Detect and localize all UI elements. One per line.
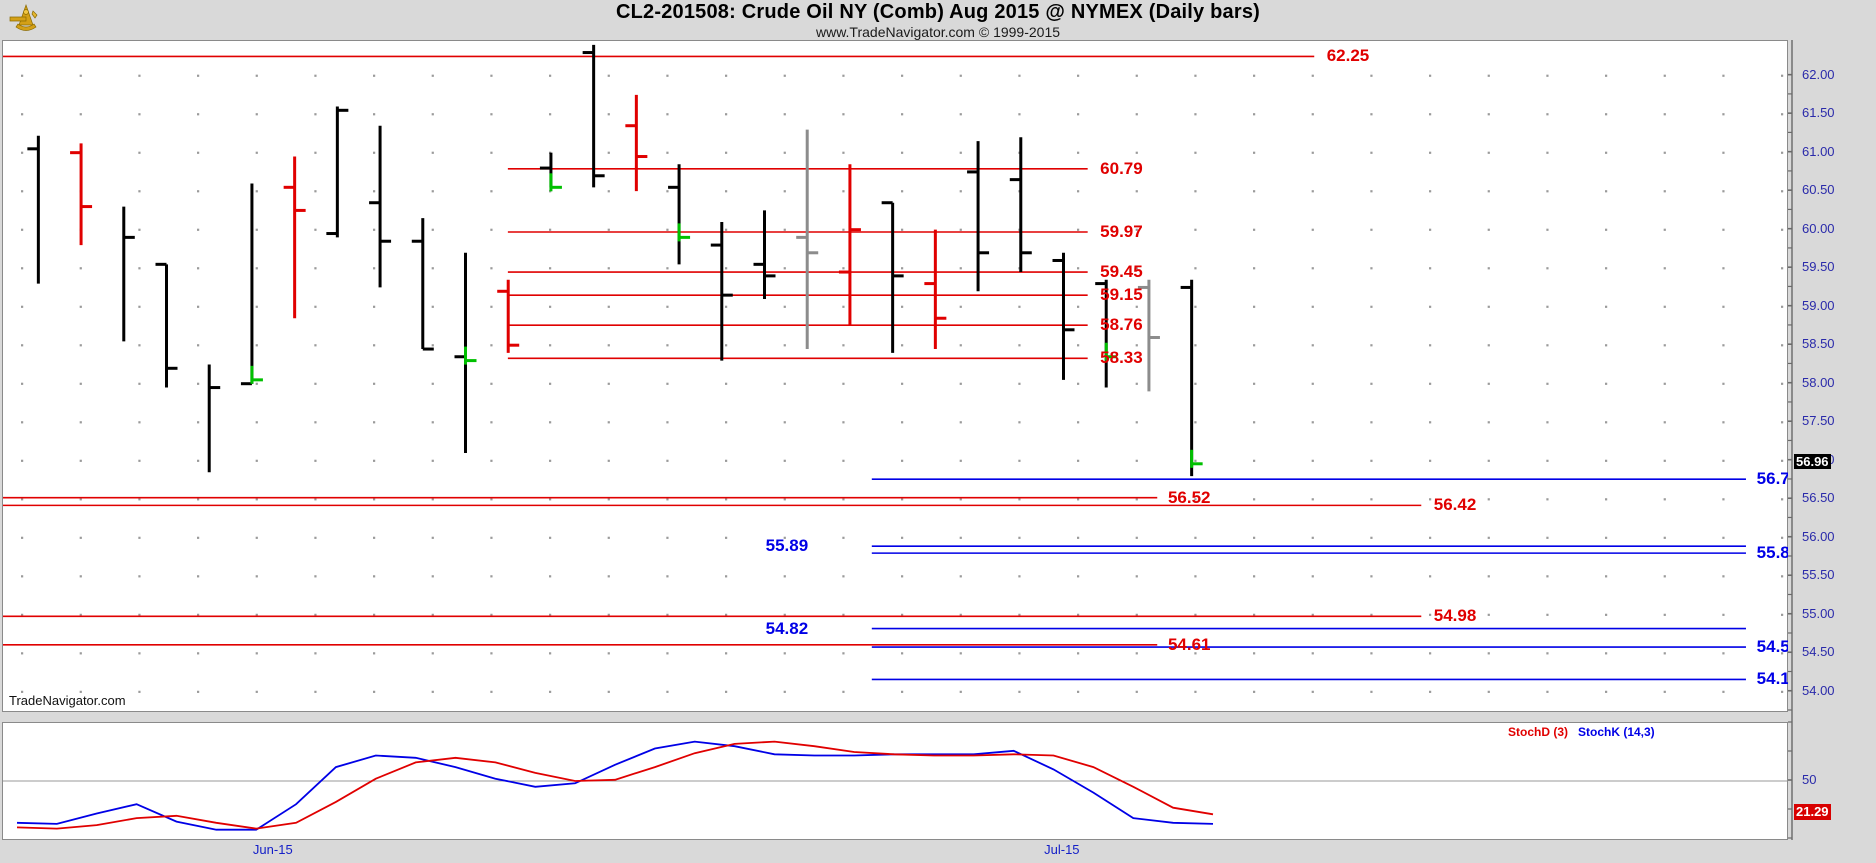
price-axis-tick-label: 55.50	[1802, 567, 1835, 583]
price-axis-tick-label: 58.00	[1802, 374, 1835, 390]
price-axis-tick-label: 54.00	[1802, 682, 1835, 698]
price-axis-tick-label: 61.50	[1802, 105, 1835, 121]
price-level-label: 55.89	[765, 536, 809, 556]
price-axis-tick-label: 55.00	[1802, 605, 1835, 621]
price-level-label: 56.42	[1433, 495, 1477, 515]
price-plot-svg	[3, 44, 1784, 693]
price-axis-tick-label: 54.50	[1802, 644, 1835, 660]
price-axis-tick-label: 62.00	[1802, 66, 1835, 82]
date-axis-tick-label: Jun-15	[252, 842, 293, 857]
last-price-tag: 56.96	[1794, 453, 1831, 470]
price-axis[interactable]: 62.00 61.50 61.00 60.50 60.00 59.50 59.00 58.50…	[1788, 40, 1876, 840]
date-axis-tick-label: Jul-15	[1044, 842, 1080, 857]
price-axis-ticks	[1788, 40, 1876, 840]
price-axis-tick-label: 56.50	[1802, 490, 1835, 506]
watermark-label: TradeNavigator.com	[9, 693, 126, 708]
date-axis[interactable]: Jun-15 Jul-15	[2, 840, 1788, 863]
price-axis-tick-label: 60.50	[1802, 182, 1835, 198]
price-level-label: 59.45	[1100, 262, 1143, 282]
price-level-label: 58.76	[1100, 315, 1143, 335]
price-level-label: 54.82	[765, 618, 809, 638]
sextant-logo	[9, 3, 38, 31]
price-level-label: 54.98	[1433, 606, 1477, 626]
price-chart-pane[interactable]: 62.25 60.79 59.97 59.45 59.15 58.76 58.33 56.76…	[2, 40, 1799, 712]
chart-header: CL2-201508: Crude Oil NY (Comb) Aug 2015…	[0, 0, 1876, 40]
price-axis-tick-label: 59.00	[1802, 297, 1835, 313]
price-level-label: 60.79	[1100, 158, 1143, 178]
price-axis-tick-label: 61.00	[1802, 143, 1835, 159]
price-axis-tick-label: 60.00	[1802, 220, 1835, 236]
price-level-label: 54.61	[1167, 634, 1211, 654]
stochastic-pane[interactable]: StochD (3) StochK (14,3)	[2, 722, 1788, 840]
price-level-label: 58.33	[1100, 348, 1143, 368]
price-level-label: 56.52	[1167, 487, 1211, 507]
price-axis-tick-label: 59.50	[1802, 259, 1835, 275]
legend-item[interactable]: StochK (14,3)	[1578, 725, 1655, 739]
stochastic-value-tag: 21.29	[1794, 804, 1831, 820]
stochastic-plot-svg	[3, 740, 1787, 831]
page-title: CL2-201508: Crude Oil NY (Comb) Aug 2015…	[615, 1, 1261, 23]
legend-item[interactable]: StochD (3)	[1508, 725, 1568, 739]
price-level-label: 59.15	[1100, 285, 1143, 305]
chart-subtitle: www.TradeNavigator.com © 1999-2015	[815, 24, 1061, 40]
price-level-label: 59.97	[1100, 221, 1143, 241]
price-axis-tick-label: 58.50	[1802, 336, 1835, 352]
price-axis-tick-label: 56.00	[1802, 528, 1835, 544]
stochastic-axis-tick-label: 50	[1802, 772, 1817, 787]
price-axis-tick-label: 57.50	[1802, 413, 1835, 429]
price-level-label: 62.25	[1326, 46, 1370, 66]
